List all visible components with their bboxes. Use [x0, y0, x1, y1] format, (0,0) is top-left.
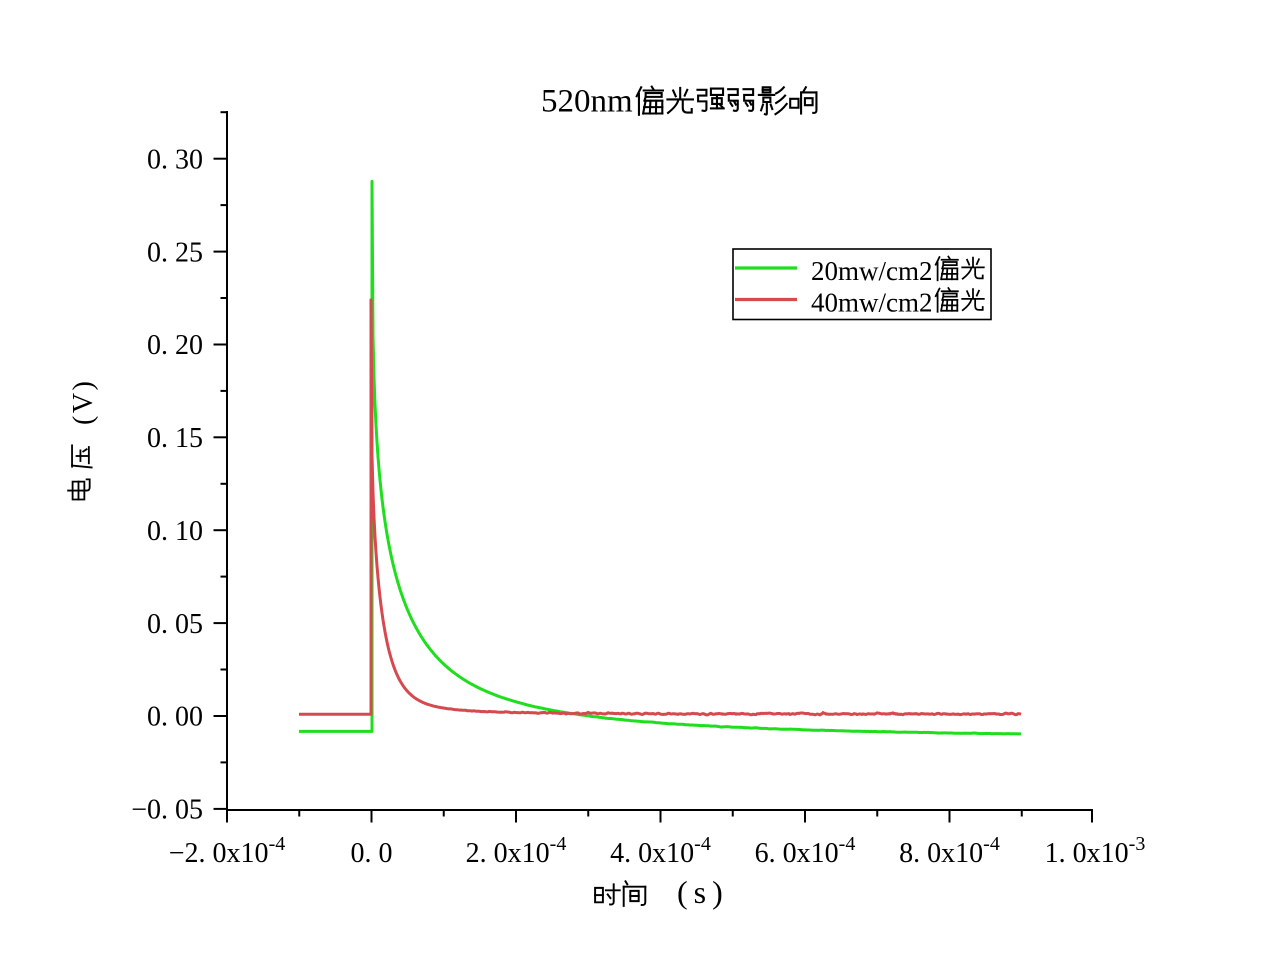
- svg-text:8. 0x10-4: 8. 0x10-4: [899, 833, 1000, 869]
- svg-text:(V): (V): [68, 379, 99, 425]
- svg-text:20mw/cm2: 20mw/cm2: [811, 256, 933, 286]
- svg-text:40mw/cm2: 40mw/cm2: [811, 288, 933, 318]
- svg-text:2. 0x10-4: 2. 0x10-4: [466, 833, 567, 869]
- svg-text:0. 00: 0. 00: [147, 702, 203, 733]
- svg-text:0. 0: 0. 0: [351, 838, 393, 869]
- svg-text:0. 15: 0. 15: [147, 423, 203, 454]
- svg-text:6. 0x10-4: 6. 0x10-4: [755, 833, 856, 869]
- svg-text:(s): (s): [677, 874, 729, 910]
- svg-text:0. 10: 0. 10: [147, 516, 203, 547]
- svg-text:1. 0x10-3: 1. 0x10-3: [1045, 833, 1146, 869]
- svg-text:0. 30: 0. 30: [147, 144, 203, 175]
- svg-text:0. 05: 0. 05: [147, 609, 203, 640]
- svg-text:4. 0x10-4: 4. 0x10-4: [610, 833, 711, 869]
- svg-text:0. 20: 0. 20: [147, 330, 203, 361]
- svg-text:0. 25: 0. 25: [147, 237, 203, 268]
- svg-text:520nm: 520nm: [541, 84, 633, 120]
- svg-text:−0. 05: −0. 05: [131, 795, 203, 826]
- svg-text:−2. 0x10-4: −2. 0x10-4: [169, 833, 285, 869]
